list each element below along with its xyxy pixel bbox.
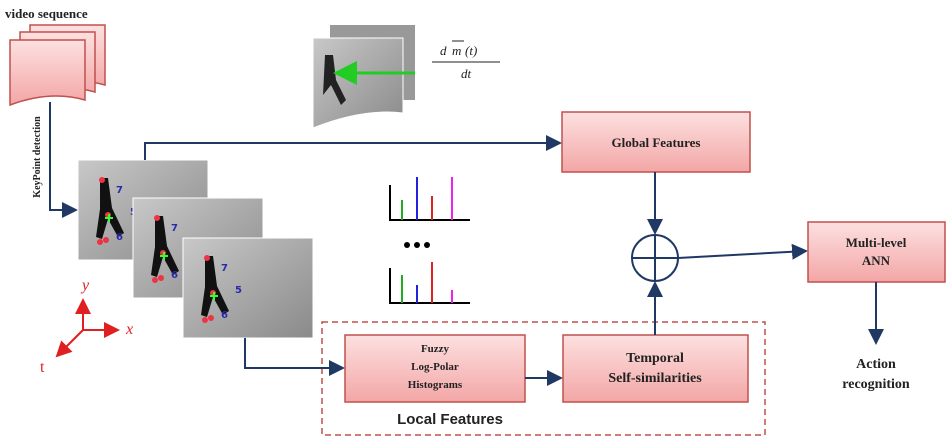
axes <box>57 300 118 356</box>
keypoint <box>158 275 164 281</box>
keypoint <box>204 255 210 261</box>
keypoint <box>152 277 158 283</box>
frames: 756756756 <box>78 160 313 338</box>
keypoint <box>99 177 105 183</box>
arrow <box>245 338 343 368</box>
formula-m: m <box>452 43 461 58</box>
frame: 75 6 <box>183 238 313 338</box>
temporal-label: Self-similarities <box>608 371 702 386</box>
keypoint-label: 7 <box>221 263 228 274</box>
fuzzy-label: Histograms <box>408 379 463 391</box>
arrow <box>145 143 560 160</box>
keypoint <box>103 237 109 243</box>
global-label: Global Features <box>612 135 701 150</box>
keypoint-label: 5 <box>235 285 242 296</box>
output-label: recognition <box>842 377 910 392</box>
motion-image <box>313 25 415 128</box>
keypoint <box>97 239 103 245</box>
formula: d m (t) dt <box>432 41 500 81</box>
video-stack <box>10 25 105 105</box>
keypoint-label: 6 <box>221 310 228 321</box>
temporal-label: Temporal <box>626 351 684 366</box>
frame-image <box>183 238 313 338</box>
formula-t: (t) <box>465 43 477 58</box>
step-label: KeyPoint detection <box>32 116 43 198</box>
fuzzy-label: Log-Polar <box>411 361 459 373</box>
input-label: video sequence <box>5 6 88 21</box>
histograms <box>390 177 470 303</box>
keypoint-label: 6 <box>116 232 123 243</box>
arrow <box>678 251 806 258</box>
axis-t: t <box>40 359 45 376</box>
axis-y: y <box>80 277 90 294</box>
arrow <box>50 102 76 210</box>
keypoint-label: 7 <box>171 223 178 234</box>
formula-d: d <box>440 43 447 58</box>
keypoint-label: 6 <box>171 270 178 281</box>
diagram: video sequence KeyPoint detection d m (t… <box>0 0 949 438</box>
ann-label: ANN <box>862 253 891 268</box>
local-label: Local Features <box>397 411 503 428</box>
ann-box <box>808 222 945 282</box>
keypoint <box>154 215 160 221</box>
axis-x: x <box>125 321 133 338</box>
keypoint <box>208 315 214 321</box>
ann-label: Multi-level <box>846 235 907 250</box>
formula-denominator: dt <box>461 66 472 81</box>
fuzzy-label: Fuzzy <box>421 343 450 355</box>
keypoint-label: 7 <box>116 185 123 196</box>
output-label: Action <box>856 357 896 372</box>
fusion <box>632 235 678 281</box>
temporal-box <box>563 335 748 402</box>
keypoint <box>202 317 208 323</box>
